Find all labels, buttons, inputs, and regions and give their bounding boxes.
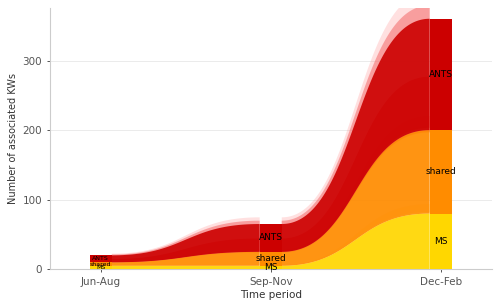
- Polygon shape: [282, 6, 430, 251]
- Text: ANTS: ANTS: [258, 233, 282, 242]
- Polygon shape: [112, 266, 260, 269]
- X-axis label: Time period: Time period: [240, 290, 302, 300]
- Bar: [90, 262, 112, 266]
- Polygon shape: [282, 0, 430, 251]
- Text: ANTS: ANTS: [428, 70, 452, 79]
- Bar: [430, 130, 452, 213]
- Bar: [430, 19, 452, 130]
- Bar: [260, 252, 282, 266]
- Text: shared: shared: [90, 261, 112, 266]
- Polygon shape: [282, 116, 430, 265]
- Bar: [430, 213, 452, 269]
- Polygon shape: [112, 249, 260, 266]
- Polygon shape: [282, 19, 430, 252]
- Bar: [260, 224, 282, 252]
- Polygon shape: [282, 130, 430, 266]
- Bar: [90, 255, 112, 262]
- Polygon shape: [112, 217, 260, 262]
- Polygon shape: [112, 238, 260, 262]
- Polygon shape: [112, 265, 260, 269]
- Polygon shape: [282, 77, 430, 253]
- Polygon shape: [112, 221, 260, 262]
- Text: ANTS: ANTS: [92, 256, 109, 261]
- Text: MS: MS: [96, 265, 106, 270]
- Polygon shape: [112, 224, 260, 262]
- Text: MS: MS: [434, 237, 448, 246]
- Text: shared: shared: [256, 254, 286, 263]
- Polygon shape: [282, 213, 430, 269]
- Text: shared: shared: [426, 167, 456, 176]
- Text: MS: MS: [264, 263, 278, 272]
- Y-axis label: Number of associated KWs: Number of associated KWs: [8, 73, 18, 204]
- Polygon shape: [282, 204, 430, 269]
- Bar: [260, 266, 282, 269]
- Polygon shape: [112, 252, 260, 266]
- Bar: [90, 266, 112, 269]
